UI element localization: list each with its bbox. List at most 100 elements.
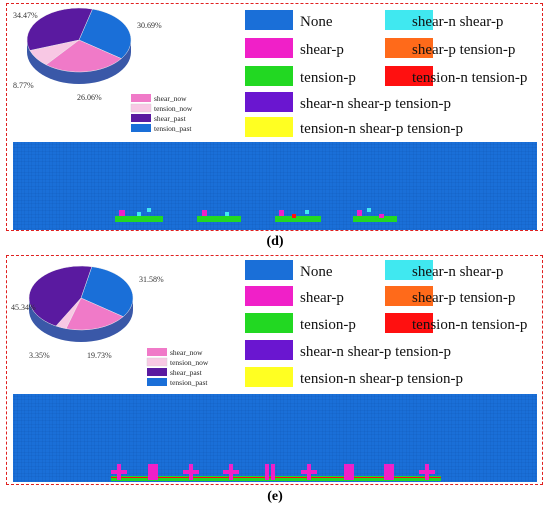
pie-legend: shear_now tension_now shear_past tension…: [130, 94, 193, 133]
legend-swatch-tension-n-tension-p: [385, 66, 433, 86]
pie-legend-label: tension_past: [154, 124, 192, 133]
pie-legend-swatch: [131, 94, 151, 102]
legend-swatch-tension-n-shear-p-tension-p: [245, 367, 293, 387]
failure-zone: [344, 464, 354, 480]
pie-legend-label: shear_past: [154, 114, 187, 123]
legend-label-shear-n-shear-p: shear-n shear-p: [412, 264, 503, 280]
legend-label-tension-p: tension-p: [300, 317, 356, 333]
failure-zone: [275, 216, 321, 222]
failure-zone: [357, 210, 362, 216]
pie-slices: [28, 265, 134, 331]
legend-swatch-tension-n-shear-p-tension-p: [245, 117, 293, 137]
legend-swatch-shear-p: [245, 286, 293, 306]
panel-e-figure: 45.34% 31.58% 3.35% 19.73% shear_now ten…: [11, 260, 537, 482]
legend-swatch-tension-p: [245, 313, 293, 333]
failure-zone: [119, 210, 125, 216]
pie-chart: 34.47% 30.69% 8.77% 26.06%: [13, 7, 162, 102]
pie-legend-swatch: [147, 378, 167, 386]
failure-zone: [292, 214, 296, 218]
failure-zone: [279, 210, 284, 216]
failure-zones: [111, 464, 441, 481]
pie-pct-shear-now: 26.06%: [77, 93, 102, 102]
pie-slice-shear-past: [28, 265, 93, 327]
color-legend: None shear-n shear-p shear-p shear-p ten…: [245, 10, 527, 137]
legend-swatch-shear-p-tension-p: [385, 286, 433, 306]
legend-label-tension-n-shear-p-tension-p: tension-n shear-p tension-p: [300, 121, 463, 137]
legend-swatch-none: [245, 10, 293, 30]
pie-legend-swatch: [130, 103, 152, 113]
pie-legend-swatch: [147, 368, 167, 376]
color-legend: None shear-n shear-p shear-p shear-p ten…: [245, 260, 527, 387]
failure-zone: [419, 470, 435, 474]
legend-swatch-shear-n-shear-p: [385, 260, 433, 280]
legend-label-shear-n-shear-p-tension-p: shear-n shear-p tension-p: [300, 344, 451, 360]
pie-slice-shear-now: [45, 39, 122, 73]
failure-zone: [301, 470, 317, 474]
failure-zones: [115, 208, 397, 222]
legend-label-shear-p-tension-p: shear-p tension-p: [412, 42, 515, 58]
grid-model: [13, 394, 537, 482]
legend-label-shear-n-shear-p: shear-n shear-p: [412, 14, 503, 30]
legend-swatch-shear-p-tension-p: [385, 38, 433, 58]
failure-zone: [225, 212, 229, 216]
legend-label-shear-n-shear-p-tension-p: shear-n shear-p tension-p: [300, 96, 451, 112]
pie-pct-shear-past: 45.34%: [11, 303, 36, 312]
pie-legend-label: tension_now: [170, 358, 209, 367]
legend-label-shear-p-tension-p: shear-p tension-p: [412, 290, 515, 306]
pie-slice-tension-past: [78, 8, 132, 59]
failure-zone: [137, 212, 141, 216]
failure-zone: [147, 208, 151, 212]
legend-label-shear-p: shear-p: [300, 42, 344, 58]
panel-d: 34.47% 30.69% 8.77% 26.06% shear_now ten…: [6, 3, 543, 231]
failure-zone: [305, 210, 309, 214]
legend-swatch-tension-p: [245, 66, 293, 86]
pie-legend-swatch: [131, 124, 151, 132]
pie-legend-swatch: [131, 114, 151, 122]
grid-model-mesh: [13, 142, 537, 230]
pie-pct-shear-past: 34.47%: [13, 11, 38, 20]
legend-swatch-shear-p: [245, 38, 293, 58]
legend-swatch-shear-n-shear-p-tension-p: [245, 340, 293, 360]
pie-legend-label: shear_now: [154, 94, 187, 103]
pie-pct-tension-past: 30.69%: [137, 21, 162, 30]
failure-zone: [111, 470, 127, 474]
pie-slices: [26, 7, 132, 73]
legend-swatch-none: [245, 260, 293, 280]
grid-model: [13, 142, 537, 230]
failure-zone: [223, 470, 239, 474]
legend-label-tension-n-tension-p: tension-n tension-p: [412, 317, 527, 333]
pie-chart: 45.34% 31.58% 3.35% 19.73%: [11, 265, 164, 360]
failure-zone: [183, 470, 199, 474]
panel-d-figure: 34.47% 30.69% 8.77% 26.06% shear_now ten…: [13, 7, 537, 230]
legend-label-tension-n-tension-p: tension-n tension-p: [412, 70, 527, 86]
failure-zone: [265, 464, 269, 480]
legend-label-none: None: [300, 264, 333, 280]
panel-e: 45.34% 31.58% 3.35% 19.73% shear_now ten…: [6, 255, 543, 485]
pie-pct-tension-now: 8.77%: [13, 81, 34, 90]
failure-zone: [148, 464, 158, 480]
failure-zone: [379, 214, 384, 218]
legend-swatch-shear-n-shear-p: [385, 10, 433, 30]
failure-zone: [384, 464, 394, 480]
pie-pct-shear-now: 19.73%: [87, 351, 112, 360]
panel-e-label: (e): [267, 489, 283, 504]
pie-pct-tension-now: 3.35%: [29, 351, 50, 360]
pie-slice-shear-now: [65, 297, 124, 331]
legend-label-tension-p: tension-p: [300, 70, 356, 86]
pie-pct-tension-past: 31.58%: [139, 275, 164, 284]
legend-swatch-shear-n-shear-p-tension-p: [245, 92, 293, 112]
pie-legend: shear_now tension_now shear_past tension…: [146, 348, 209, 387]
failure-zone: [271, 464, 275, 480]
failure-zone: [115, 216, 163, 222]
panel-d-label: (d): [266, 234, 284, 249]
pie-slice-shear-past: [26, 7, 93, 51]
legend-swatch-tension-n-tension-p: [385, 313, 433, 333]
failure-zone: [111, 477, 441, 478]
failure-zone: [197, 216, 241, 222]
failure-zone: [367, 208, 371, 212]
pie-legend-label: shear_now: [170, 348, 203, 357]
pie-legend-label: tension_past: [170, 378, 208, 387]
legend-label-tension-n-shear-p-tension-p: tension-n shear-p tension-p: [300, 371, 463, 387]
pie-slice-tension-past: [80, 266, 134, 317]
legend-label-shear-p: shear-p: [300, 290, 344, 306]
